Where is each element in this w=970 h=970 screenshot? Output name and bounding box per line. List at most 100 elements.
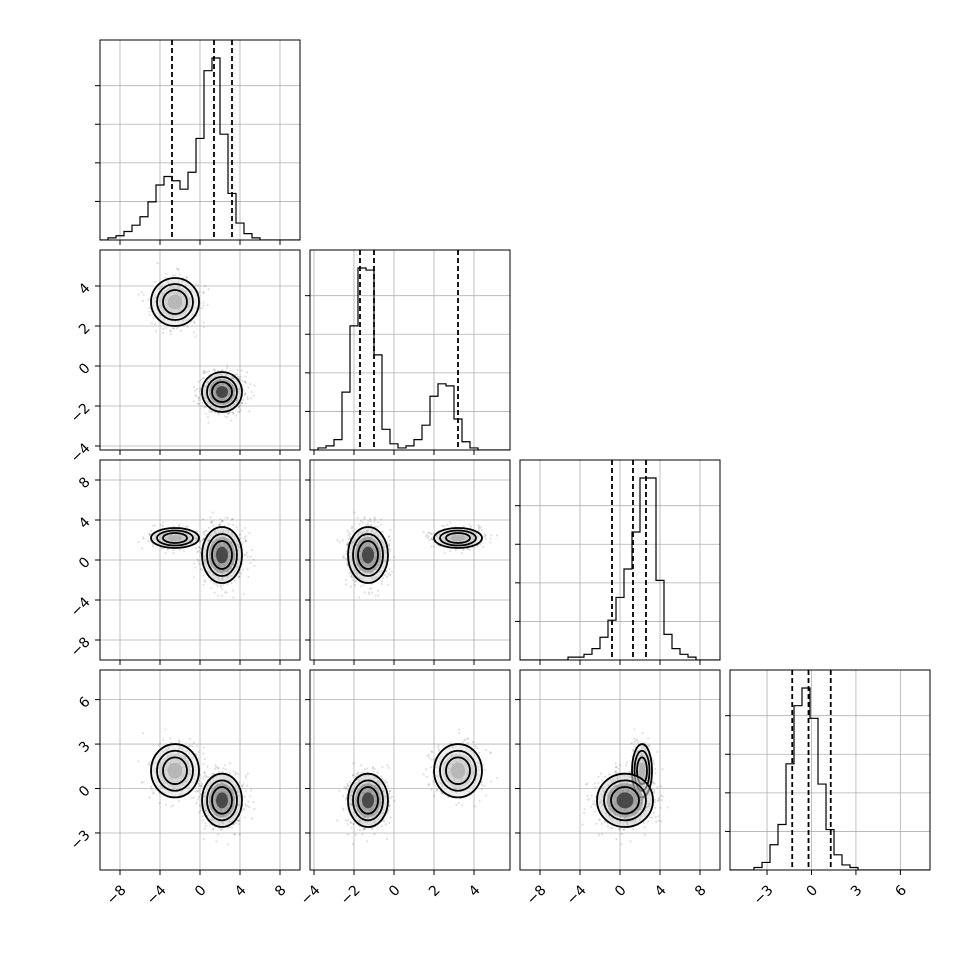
sample-point [202, 321, 205, 324]
sample-point [197, 545, 201, 548]
sample-point [200, 405, 203, 408]
sample-point [244, 375, 247, 378]
contour-line [201, 526, 243, 584]
sample-point [148, 310, 151, 313]
sample-point [154, 330, 158, 333]
sample-point [226, 366, 229, 370]
sample-point [446, 523, 449, 527]
sample-point [212, 828, 215, 831]
sample-point [368, 587, 371, 590]
sample-point [194, 566, 197, 569]
sample-point [206, 765, 209, 768]
sample-point [228, 772, 231, 775]
sample-point [190, 797, 193, 800]
sample-point [428, 531, 431, 535]
sample-point [207, 421, 210, 424]
panel-content [336, 511, 499, 599]
sample-point [422, 530, 425, 534]
sample-point [240, 401, 243, 404]
sample-point [206, 415, 210, 419]
sample-point [249, 561, 252, 564]
sample-point [197, 380, 200, 383]
sample-point [356, 516, 360, 520]
sample-point [203, 579, 206, 582]
sample-point [387, 535, 390, 539]
sample-point [193, 790, 197, 793]
sample-point [374, 525, 377, 528]
sample-point [206, 370, 209, 374]
sample-point [240, 541, 244, 544]
sample-point [241, 784, 244, 787]
sample-point [205, 775, 208, 778]
sample-point [202, 777, 205, 780]
y-tick-label: −2 [68, 400, 94, 426]
sample-point [345, 543, 349, 546]
sample-point [250, 390, 253, 394]
sample-point [202, 291, 205, 294]
sample-point [214, 370, 217, 373]
sample-point [196, 314, 199, 317]
sample-point [202, 371, 205, 374]
y-tick-label: −8 [68, 634, 94, 660]
sample-point [242, 808, 245, 811]
sample-point [232, 596, 235, 599]
sample-point [186, 525, 189, 528]
sample-point [237, 376, 240, 379]
sample-point [182, 549, 186, 553]
sample-point [150, 529, 153, 532]
sample-point [148, 796, 151, 799]
sample-point [234, 771, 237, 774]
sample-point [344, 578, 347, 581]
panel-content [310, 250, 510, 450]
sample-point [354, 583, 357, 587]
sample-point [244, 535, 247, 538]
sample-point [148, 761, 151, 764]
sample-point [369, 523, 373, 527]
sample-point [179, 329, 183, 332]
sample-point [427, 535, 430, 538]
sample-point [363, 591, 366, 594]
sample-point [164, 728, 167, 731]
sample-point [202, 406, 206, 409]
sample-point [253, 564, 256, 567]
sample-point [245, 784, 249, 787]
sample-point [238, 404, 242, 407]
sample-point [477, 524, 480, 527]
sample-point [202, 301, 205, 304]
sample-point [202, 775, 205, 778]
sample-point [224, 516, 227, 519]
sample-point [388, 543, 391, 547]
sample-point [380, 580, 384, 583]
sample-point [246, 555, 249, 558]
sample-point [177, 799, 180, 803]
panel-2-2 [515, 459, 721, 665]
sample-point [389, 549, 392, 552]
sample-point [347, 534, 350, 537]
sample-point [239, 375, 242, 378]
sample-point [232, 823, 235, 826]
sample-point [221, 827, 224, 831]
sample-point [198, 540, 202, 543]
sample-point [172, 552, 175, 555]
sample-point [230, 582, 233, 585]
sample-point [191, 745, 194, 748]
sample-point [241, 529, 244, 532]
y-tick-label: 2 [76, 320, 94, 338]
sample-point [374, 594, 377, 597]
sample-point [178, 273, 181, 276]
sample-point [195, 789, 199, 792]
sample-point [243, 536, 246, 540]
sample-point [192, 400, 196, 403]
sample-point [233, 833, 236, 836]
sample-point [197, 782, 200, 785]
sample-point [370, 587, 373, 590]
sample-point [244, 776, 248, 779]
sample-point [201, 819, 204, 822]
sample-point [140, 291, 143, 294]
sample-point [363, 517, 366, 520]
sample-point [425, 533, 429, 536]
histogram-step [310, 267, 510, 450]
sample-point [177, 268, 180, 271]
sample-point [215, 765, 218, 769]
y-tick-label: 8 [76, 474, 94, 492]
